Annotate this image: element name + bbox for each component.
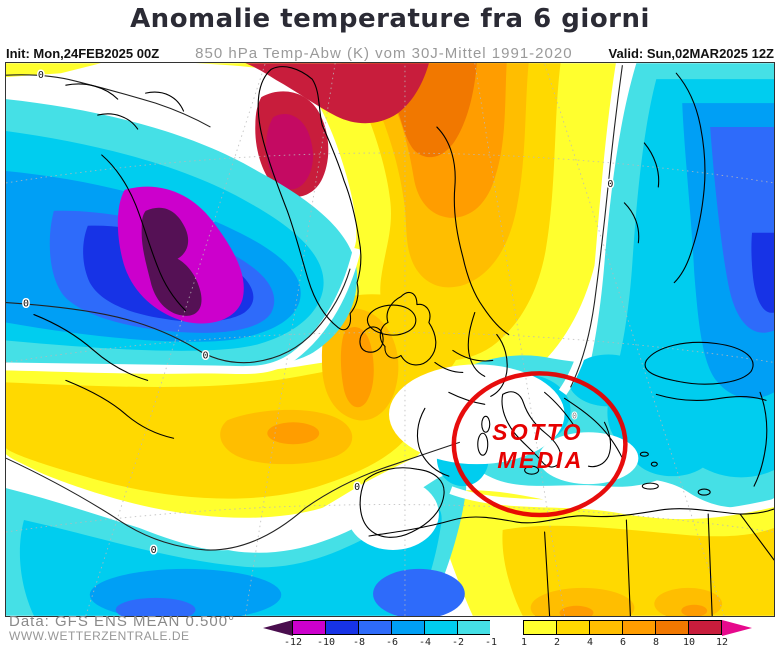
svg-text:0: 0	[151, 545, 157, 556]
colorbar-segment	[490, 620, 524, 635]
svg-text:0: 0	[572, 411, 577, 420]
colorbar-tick-label: 10	[682, 637, 696, 648]
data-source-label: Data: GFS ENS MEAN 0.500°	[9, 613, 236, 630]
colorbar-tick-label: -12	[283, 637, 303, 648]
colorbar-segment	[424, 620, 458, 635]
colorbar-tick-label: -2	[451, 637, 465, 648]
colorbar-tick-label: 1	[520, 637, 528, 648]
colorbar-labels: -12 -10 -8 -6 -4 -2 -1 1 2 4 6 8 10 12	[263, 636, 773, 650]
coastlines	[33, 66, 775, 617]
colorbar-tick-label: -4	[418, 637, 432, 648]
cold-anomaly-regions	[6, 63, 774, 622]
colorbar-gradient	[263, 619, 773, 636]
colorbar-segment	[457, 620, 491, 635]
page-title: Anomalie temperature fra 6 giorni	[130, 4, 650, 34]
anomaly-map: 0 0 0 0 0 0 0	[4, 62, 775, 628]
svg-text:0: 0	[202, 350, 208, 361]
colorbar-tick-label: -6	[385, 637, 399, 648]
colorbar: -12 -10 -8 -6 -4 -2 -1 1 2 4 6 8 10 12	[263, 619, 773, 653]
zero-contour-lines	[5, 65, 623, 551]
map-parameter-subtitle: 850 hPa Temp-Abw (K) vom 30J-Mittel 1991…	[195, 45, 573, 62]
svg-text:0: 0	[607, 179, 613, 190]
colorbar-tick-label: 2	[553, 637, 561, 648]
colorbar-tick-label: 8	[652, 637, 660, 648]
website-label: WWW.WETTERZENTRALE.DE	[9, 629, 190, 643]
red-ellipse	[451, 371, 628, 518]
colorbar-tick-label: 4	[586, 637, 594, 648]
colorbar-tick-label: 6	[619, 637, 627, 648]
colorbar-tick-label: -8	[352, 637, 366, 648]
colorbar-tick-label: 12	[715, 637, 729, 648]
colorbar-segment	[325, 620, 359, 635]
init-timestamp: Init: Mon,24FEB2025 00Z	[6, 46, 160, 61]
sotto-media-annotation: SOTTO MEDIA	[451, 371, 628, 518]
colorbar-right-arrow	[722, 619, 752, 636]
warm-anomaly-regions	[6, 63, 774, 628]
colorbar-left-arrow	[263, 619, 293, 636]
svg-text:0: 0	[23, 299, 29, 310]
colorbar-segment	[358, 620, 392, 635]
map-svg: 0 0 0 0 0 0 0	[4, 62, 775, 628]
colorbar-segment	[292, 620, 326, 635]
colorbar-segment	[622, 620, 656, 635]
colorbar-tick-label: -1	[484, 637, 498, 648]
valid-timestamp: Valid: Sun,02MAR2025 12Z	[608, 46, 774, 61]
map-header: Init: Mon,24FEB2025 00Z 850 hPa Temp-Abw…	[6, 45, 774, 62]
neutral-gap-bands	[4, 62, 775, 551]
colorbar-segment	[523, 620, 557, 635]
colorbar-segment	[688, 620, 722, 635]
colorbar-segment	[391, 620, 425, 635]
colorbar-tick-label: -10	[316, 637, 336, 648]
annotation-line1: SOTTO	[492, 419, 583, 445]
annotation-line2: MEDIA	[497, 447, 583, 473]
svg-text:0: 0	[354, 482, 360, 493]
colorbar-segment	[589, 620, 623, 635]
colorbar-segment	[655, 620, 689, 635]
zero-contour-labels: 0 0 0 0 0 0 0	[21, 69, 614, 558]
svg-text:0: 0	[38, 70, 44, 81]
colorbar-segment	[556, 620, 590, 635]
